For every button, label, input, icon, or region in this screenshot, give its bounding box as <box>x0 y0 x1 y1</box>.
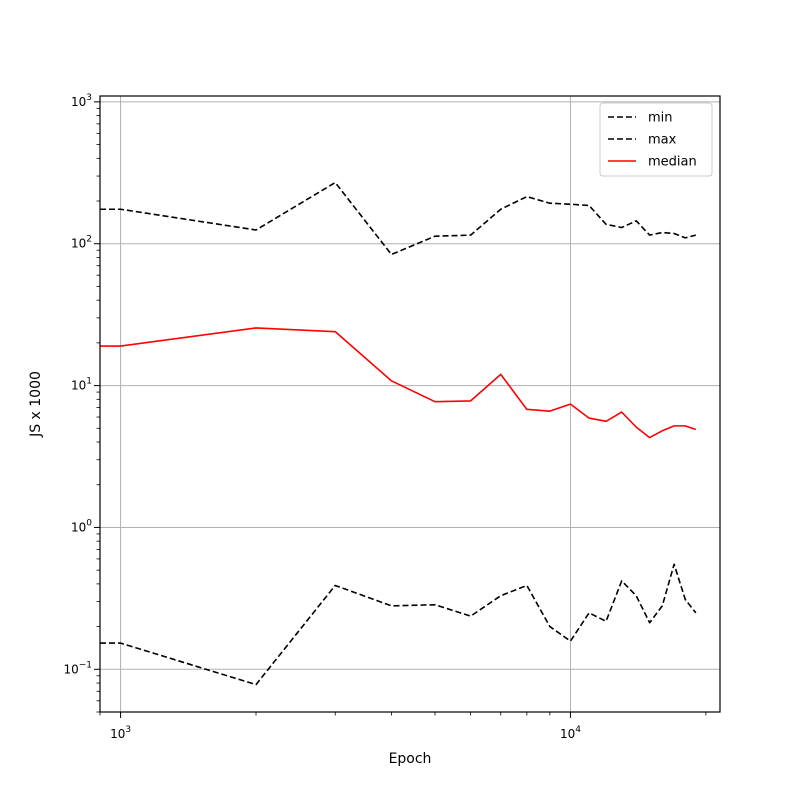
series-line-median <box>100 327 697 439</box>
major-ticks: 103 104 10−1 100 101 102 103 <box>63 93 581 741</box>
x-tick-label: 103 <box>110 725 131 741</box>
x-axis-label: Epoch <box>389 751 432 767</box>
minor-ticks <box>96 107 707 716</box>
legend: min max median <box>599 102 713 177</box>
y-tick-label: 101 <box>71 377 92 393</box>
y-tick-label: 102 <box>71 235 92 251</box>
grid-lines <box>100 96 720 712</box>
legend-label-min: min <box>648 111 673 126</box>
series-lines <box>100 181 697 686</box>
y-axis-label: JS x 1000 <box>28 371 44 438</box>
legend-label-median: median <box>648 155 697 170</box>
x-tick-label: 104 <box>560 725 581 741</box>
y-tick-label: 103 <box>71 93 92 109</box>
series-line-min <box>100 563 697 686</box>
y-tick-label: 100 <box>71 518 92 534</box>
y-tick-label: 10−1 <box>63 660 92 676</box>
plot-frame <box>99 95 721 713</box>
series-line-max <box>100 181 697 256</box>
legend-label-max: max <box>648 133 677 148</box>
legend-box <box>599 102 713 177</box>
